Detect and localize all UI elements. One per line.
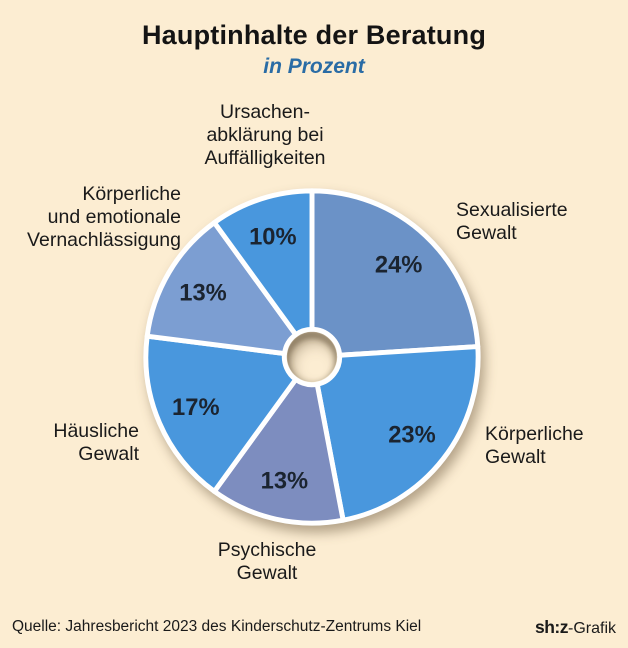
slice-label-sexualisierte-gewalt: Sexualisierte Gewalt	[456, 199, 568, 244]
pie-percent-label-3: 13%	[261, 468, 308, 494]
pie-percent-label-4: 17%	[172, 395, 219, 421]
pie-slices	[143, 188, 481, 526]
pie-percent-label-1: 24%	[375, 253, 422, 279]
publisher-logo: sh:z-Grafik	[535, 617, 616, 638]
pie-slice-2	[314, 344, 481, 523]
pie-percent-label-5: 13%	[179, 280, 226, 306]
publisher-logo-suffix: -Grafik	[568, 620, 616, 637]
donut-chart-svg: 24% 23% 13% 17% 13% 10%	[143, 188, 481, 526]
slice-label-koerperliche-gewalt: Körperliche Gewalt	[485, 423, 584, 468]
pie-percent-label-6: 10%	[249, 225, 296, 251]
pie-slice-4	[143, 333, 299, 494]
source-caption: Quelle: Jahresbericht 2023 des Kindersch…	[12, 618, 422, 635]
pie-slice-3	[211, 376, 346, 526]
shz-logo-text: sh:z	[535, 617, 569, 637]
pie-slice-5	[144, 220, 299, 357]
chart-subtitle: in Prozent	[263, 55, 365, 78]
slice-label-haeusliche-gewalt: Häusliche Gewalt	[53, 420, 139, 465]
donut-hole-inner-shadow	[287, 332, 337, 382]
pie-percent-labels: 24% 23% 13% 17% 13% 10%	[172, 225, 436, 495]
slice-label-vernachlaessigung: Körperliche und emotionale Vernachlässig…	[27, 183, 181, 251]
slice-label-psychische-gewalt: Psychische Gewalt	[217, 539, 317, 584]
donut-chart: 24% 23% 13% 17% 13% 10%	[134, 179, 490, 535]
pie-slice-6	[211, 188, 315, 338]
page-title: Hauptinhalte der Beratung	[141, 20, 487, 50]
pie-slice-1	[309, 188, 481, 358]
slice-label-ursachenabklaerung: Ursachen- abklärung bei Auffälligkeiten	[204, 101, 326, 169]
pie-percent-label-2: 23%	[388, 423, 435, 449]
